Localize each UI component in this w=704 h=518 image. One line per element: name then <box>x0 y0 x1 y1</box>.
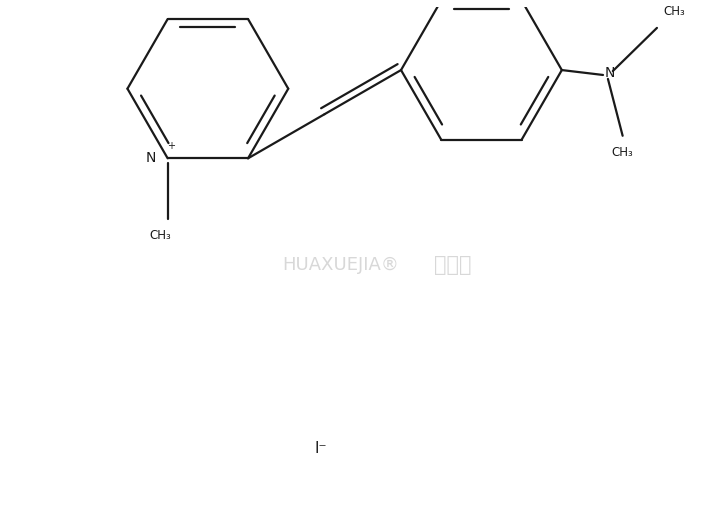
Text: CH₃: CH₃ <box>612 146 634 159</box>
Text: HUAXUEJIA®: HUAXUEJIA® <box>282 256 398 274</box>
Text: +: + <box>167 140 175 151</box>
Text: I⁻: I⁻ <box>315 441 327 456</box>
Text: CH₃: CH₃ <box>149 229 170 242</box>
Text: N: N <box>146 151 156 165</box>
Text: CH₃: CH₃ <box>664 5 686 18</box>
Text: N: N <box>605 66 615 80</box>
Text: 化学加: 化学加 <box>434 255 472 275</box>
